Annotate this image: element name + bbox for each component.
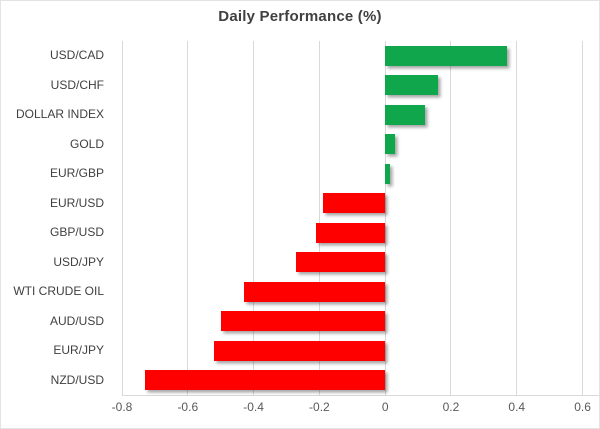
category-label: GBP/USD bbox=[49, 225, 104, 239]
x-tick-label: 0.6 bbox=[574, 400, 591, 414]
bar-eur-usd bbox=[322, 193, 386, 214]
gridline bbox=[318, 41, 320, 395]
bar-usd-jpy bbox=[296, 252, 386, 273]
plot-area bbox=[121, 41, 599, 396]
category-label: EUR/JPY bbox=[53, 343, 104, 357]
category-label: USD/CHF bbox=[50, 77, 104, 92]
gridline bbox=[582, 41, 584, 395]
bar-usd-cad bbox=[385, 45, 507, 66]
bar-gbp-usd bbox=[316, 222, 386, 243]
bar-usd-chf bbox=[385, 75, 438, 96]
category-label: USD/CAD bbox=[49, 48, 104, 62]
x-tick-label: -0.2 bbox=[309, 400, 330, 414]
gridline bbox=[384, 41, 386, 395]
gridline bbox=[253, 41, 255, 395]
bar-wti-crude-oil bbox=[243, 281, 386, 302]
category-label: EUR/USD bbox=[49, 195, 104, 210]
x-tick-label: 0 bbox=[381, 400, 389, 414]
gridline bbox=[121, 41, 123, 395]
category-label: WTI CRUDE OIL bbox=[13, 284, 104, 298]
bar-dollar-index bbox=[385, 104, 425, 125]
category-label: USD/JPY bbox=[53, 254, 104, 269]
category-label: GOLD bbox=[69, 136, 104, 151]
bar-eur-jpy bbox=[214, 340, 386, 361]
chart-title: Daily Performance (%) bbox=[218, 8, 382, 25]
category-label: DOLLAR INDEX bbox=[15, 107, 104, 121]
x-tick-label: -0.4 bbox=[243, 400, 264, 414]
x-tick-label: -0.6 bbox=[177, 400, 199, 414]
bar-nzd-usd bbox=[145, 370, 386, 391]
bar-aud-usd bbox=[220, 311, 386, 332]
category-label: EUR/GBP bbox=[49, 166, 104, 180]
bar-gold bbox=[385, 134, 396, 155]
x-tick-label: 0.4 bbox=[508, 400, 526, 414]
gridline bbox=[516, 41, 518, 395]
category-label: AUD/USD bbox=[49, 313, 104, 328]
x-tick-label: 0.2 bbox=[442, 400, 460, 414]
gridline bbox=[187, 41, 189, 395]
x-tick-label: -0.8 bbox=[111, 400, 133, 414]
gridline bbox=[450, 41, 452, 395]
category-label: NZD/USD bbox=[50, 372, 104, 387]
bar-eur-gbp bbox=[385, 163, 391, 184]
